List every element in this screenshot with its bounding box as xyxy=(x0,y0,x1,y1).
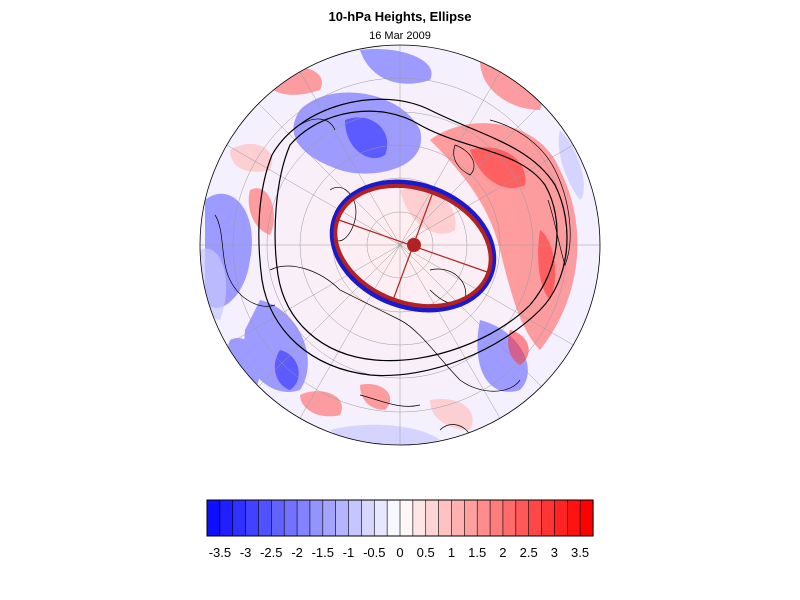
colorbar-cell xyxy=(476,499,491,537)
colorbar-tick-label: 3 xyxy=(551,545,558,560)
colorbar-cell xyxy=(219,499,234,537)
colorbar-cell xyxy=(348,499,362,537)
colorbar-cell xyxy=(528,499,543,537)
colorbar-cell xyxy=(206,499,221,537)
colorbar-cell xyxy=(322,499,337,537)
colorbar-cell xyxy=(566,499,581,537)
colorbar-cell xyxy=(283,499,298,537)
colorbar-cell xyxy=(373,499,388,537)
colorbar-cell xyxy=(451,499,465,537)
colorbar-tick-label: -3.5 xyxy=(209,545,231,560)
colorbar-cell xyxy=(258,499,272,537)
colorbar-cell xyxy=(502,499,517,537)
colorbar-cell xyxy=(489,499,504,537)
colorbar-cell xyxy=(399,499,414,537)
colorbar-cell xyxy=(335,499,350,537)
colorbar-cell xyxy=(296,499,311,537)
colorbar-cell xyxy=(554,499,568,537)
colorbar-tick-label: 0.5 xyxy=(417,545,435,560)
colorbar-cell xyxy=(464,499,478,537)
coastlines xyxy=(214,118,571,436)
colorbar-cell xyxy=(309,499,324,537)
colorbar-cell xyxy=(579,499,594,537)
colorbar-tick-label: 1.5 xyxy=(468,545,486,560)
colorbar-tick-label: -0.5 xyxy=(363,545,385,560)
colorbar-cell xyxy=(515,499,530,537)
height-contours xyxy=(258,98,568,377)
plot-title: 10-hPa Heights, Ellipse xyxy=(328,9,472,24)
colorbar-tick-label: -3 xyxy=(240,545,252,560)
colorbar-cell xyxy=(425,499,440,537)
colorbar-tick-label: 2.5 xyxy=(520,545,538,560)
vortex-ellipse xyxy=(329,179,497,313)
colorbar-tick-label: -2 xyxy=(291,545,303,560)
colorbar-cell xyxy=(541,499,556,537)
colorbar-cell xyxy=(438,499,453,537)
colorbar-tick-label: -2.5 xyxy=(260,545,282,560)
colorbar-tick-label: -1 xyxy=(343,545,355,560)
plot-date: 16 Mar 2009 xyxy=(369,30,431,42)
globe-outline xyxy=(199,44,601,446)
colorbar-tick-label: 3.5 xyxy=(571,545,589,560)
ellipse-center-marker xyxy=(407,238,421,252)
colorbar-tick-label: 1 xyxy=(448,545,455,560)
colorbar-cell xyxy=(386,499,401,537)
colorbar-tick-label: 2 xyxy=(499,545,506,560)
colorbar-cells xyxy=(206,499,594,537)
colorbar-cell xyxy=(412,499,427,537)
colorbar-tick-label: 0 xyxy=(396,545,403,560)
colorbar-tick-labels: -3.5 -3 -2.5 -2 -1.5 -1 -0.5 0 0.5 1 1.5 2 2.5 3 3.5 xyxy=(209,545,589,560)
colorbar-tick-label: -1.5 xyxy=(312,545,334,560)
colorbar-cell xyxy=(245,499,260,537)
colorbar-frame xyxy=(206,499,594,537)
colorbar-cell xyxy=(361,499,375,537)
anomaly-field xyxy=(200,45,600,445)
colorbar-cell xyxy=(271,499,285,537)
colorbar-cell xyxy=(232,499,247,537)
